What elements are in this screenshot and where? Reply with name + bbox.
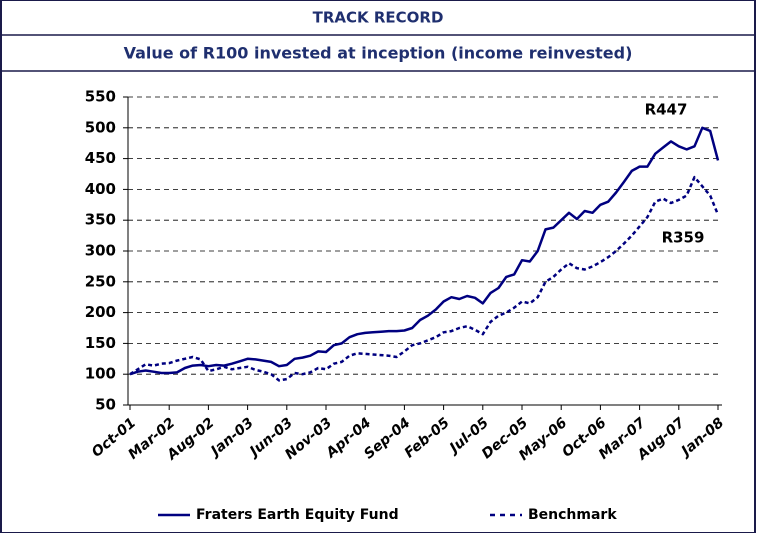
annotation: R359	[662, 229, 705, 247]
y-tick-label: 550	[85, 88, 116, 106]
series-line	[129, 126, 720, 376]
y-tick-label: 150	[85, 334, 116, 352]
y-tick-label: 350	[85, 211, 116, 229]
legend-label: Benchmark	[528, 507, 617, 523]
y-tick-label: 250	[85, 272, 116, 290]
y-tick-label: 450	[85, 149, 116, 167]
y-tick-label: 200	[85, 303, 116, 321]
y-tick-label: 50	[95, 396, 116, 414]
header: TRACK RECORD	[313, 9, 444, 27]
chart-title: Value of R100 invested at inception (inc…	[124, 44, 633, 63]
y-tick-label: 400	[85, 180, 116, 198]
series-line	[129, 175, 720, 382]
y-tick-label: 100	[85, 365, 116, 383]
y-tick-label: 500	[85, 118, 116, 136]
y-tick-label: 300	[85, 242, 116, 260]
annotation: R447	[645, 101, 688, 119]
legend-label: Fraters Earth Equity Fund	[196, 507, 399, 523]
